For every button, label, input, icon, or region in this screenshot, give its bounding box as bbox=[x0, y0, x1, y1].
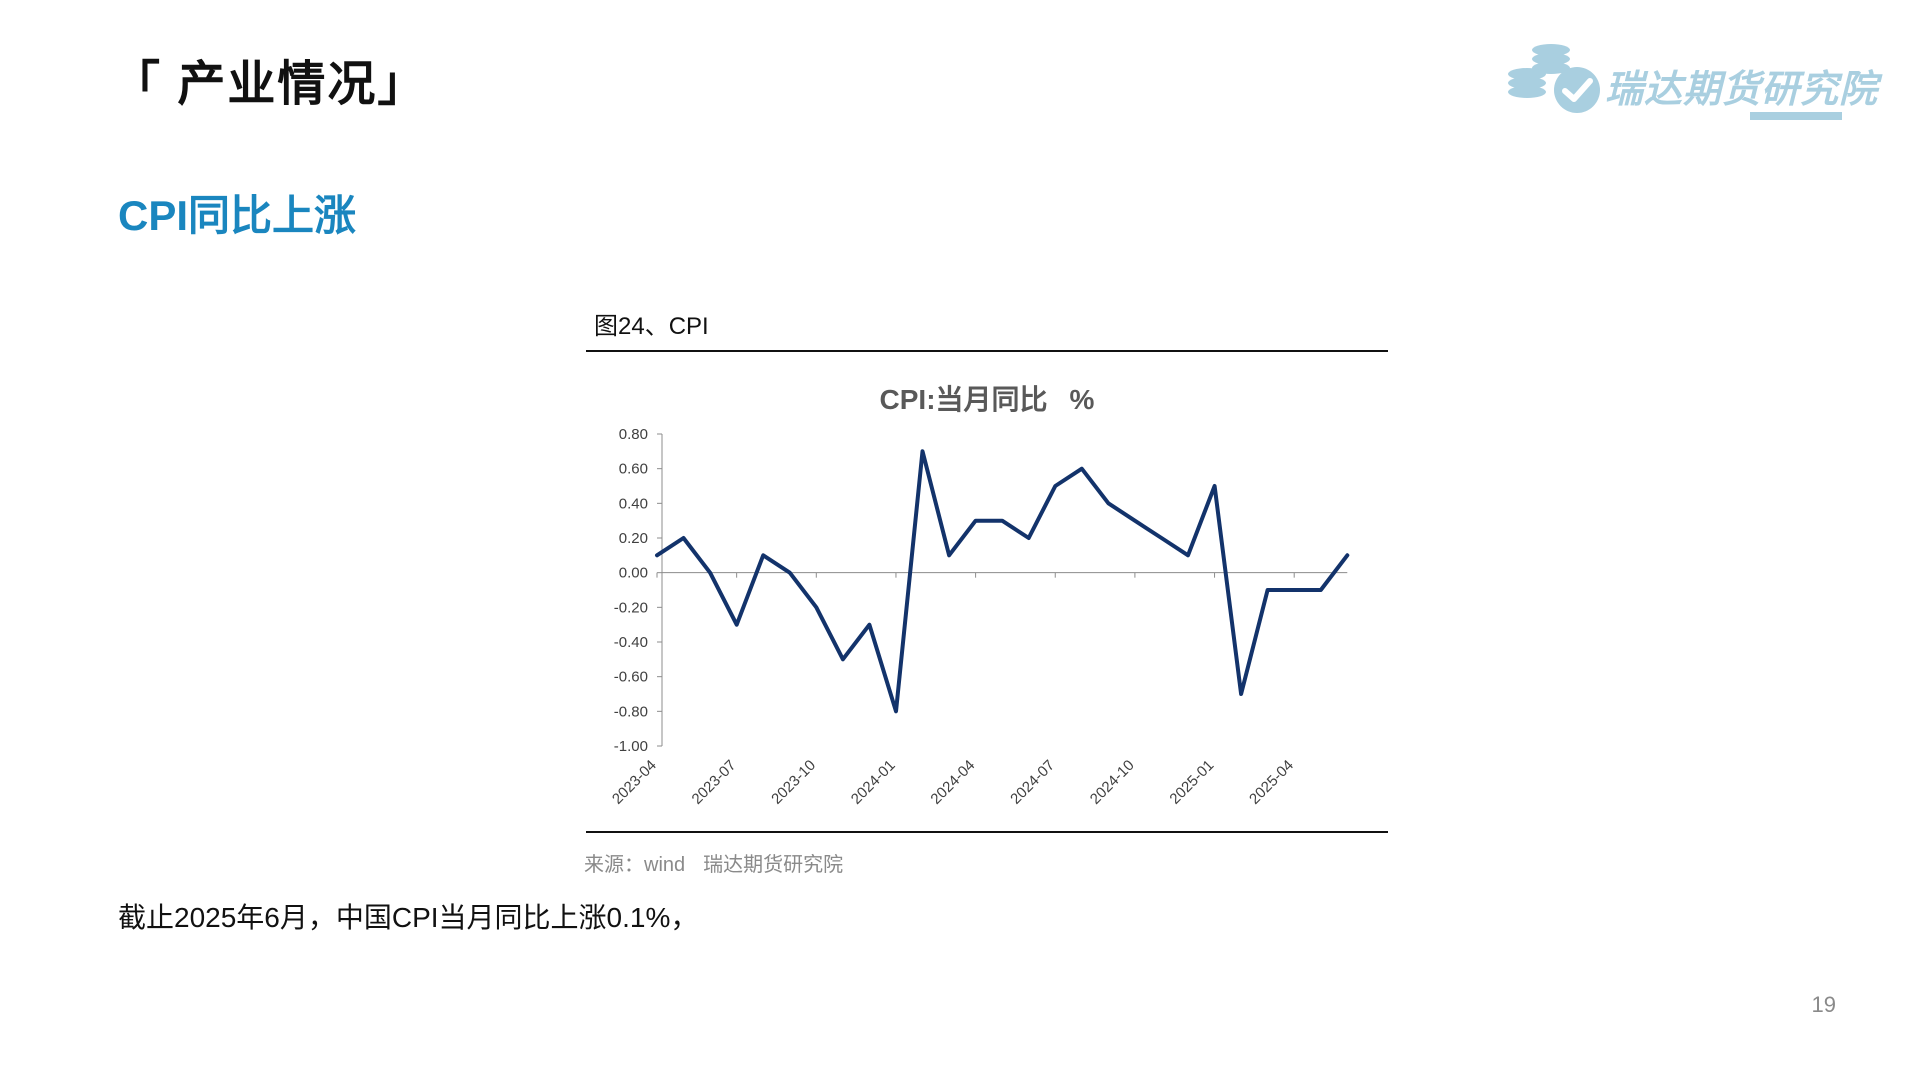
cpi-data-point bbox=[1159, 536, 1163, 540]
y-tick-label: 0.40 bbox=[619, 495, 648, 512]
cpi-data-point bbox=[1053, 484, 1057, 488]
company-logo: 瑞达期货研究院 bbox=[1505, 38, 1877, 124]
chart-title: CPI:当月同比 bbox=[879, 384, 1048, 415]
y-tick-label: 0.60 bbox=[619, 461, 648, 478]
summary-note: 截止2025年6月，中国CPI当月同比上涨0.1%， bbox=[118, 902, 699, 933]
cpi-data-point bbox=[1027, 536, 1031, 540]
x-tick-label: 2023-07 bbox=[689, 757, 740, 808]
cpi-line-chart: 0.80 0.60 0.40 0.20 0.00 -0.20 -0.40 -0.60 -0.80… bbox=[609, 426, 1350, 808]
coin-stack-icon bbox=[1508, 44, 1600, 113]
cpi-data-point bbox=[708, 571, 712, 575]
x-tick-label: 2024-07 bbox=[1007, 757, 1058, 808]
cpi-data-point bbox=[1239, 692, 1243, 696]
y-tick-label: 0.20 bbox=[619, 530, 648, 547]
cpi-data-point bbox=[1266, 588, 1270, 592]
section-title: 「 产业情况」 bbox=[112, 58, 428, 111]
chart-unit: % bbox=[1069, 384, 1095, 415]
cpi-data-point bbox=[841, 657, 845, 661]
cpi-data-point bbox=[1106, 501, 1110, 505]
y-tick-label: 0.80 bbox=[619, 426, 648, 443]
figure-top-rule bbox=[586, 350, 1388, 352]
x-tick-label: 2024-10 bbox=[1087, 757, 1138, 808]
cpi-data-point bbox=[1080, 467, 1084, 471]
y-tick-label: -1.00 bbox=[614, 738, 648, 755]
cpi-data-point bbox=[947, 553, 951, 557]
cpi-data-point bbox=[814, 605, 818, 609]
cpi-data-point bbox=[1133, 519, 1137, 523]
source-label: 来源：wind bbox=[584, 854, 686, 876]
cpi-data-point bbox=[735, 623, 739, 627]
chart-title-row: CPI:当月同比% bbox=[586, 378, 1388, 418]
source-line: 来源：wind 瑞达期货研究院 bbox=[584, 848, 843, 877]
cpi-data-point bbox=[1186, 553, 1190, 557]
cpi-data-point bbox=[867, 623, 871, 627]
cpi-data-point bbox=[788, 571, 792, 575]
cpi-data-point bbox=[761, 553, 765, 557]
x-tick-label: 2023-04 bbox=[609, 757, 660, 808]
cpi-series-line bbox=[655, 449, 1350, 714]
cpi-data-point bbox=[655, 553, 659, 557]
x-tick-label: 2025-04 bbox=[1246, 757, 1297, 808]
figure-label: 图24、CPI bbox=[594, 313, 709, 340]
cpi-data-point bbox=[682, 536, 686, 540]
y-tick-label: 0.00 bbox=[619, 565, 648, 582]
y-tick-label: -0.80 bbox=[614, 703, 648, 720]
cpi-data-point bbox=[1319, 588, 1323, 592]
y-tick-label: -0.20 bbox=[614, 599, 648, 616]
x-tick-label: 2023-10 bbox=[768, 757, 819, 808]
source-org: 瑞达期货研究院 bbox=[703, 854, 844, 876]
cpi-data-point bbox=[894, 709, 898, 713]
page-number: 19 bbox=[1811, 992, 1836, 1017]
y-tick-label: -0.60 bbox=[614, 669, 648, 686]
logo-underline bbox=[1750, 112, 1842, 120]
cpi-data-point bbox=[1292, 588, 1296, 592]
x-tick-label: 2025-01 bbox=[1166, 757, 1217, 808]
slide-subtitle: CPI同比上涨 bbox=[118, 192, 357, 239]
logo-text: 瑞达期货研究院 bbox=[1605, 69, 1879, 111]
cpi-data-point bbox=[1345, 553, 1349, 557]
y-tick-label: -0.40 bbox=[614, 634, 648, 651]
figure-bottom-rule bbox=[586, 831, 1388, 833]
x-tick-label: 2024-01 bbox=[848, 757, 899, 808]
cpi-data-point bbox=[1213, 484, 1217, 488]
cpi-data-point bbox=[974, 519, 978, 523]
cpi-data-point bbox=[921, 449, 924, 453]
x-tick-label: 2024-04 bbox=[927, 757, 978, 808]
cpi-data-point bbox=[1000, 519, 1004, 523]
